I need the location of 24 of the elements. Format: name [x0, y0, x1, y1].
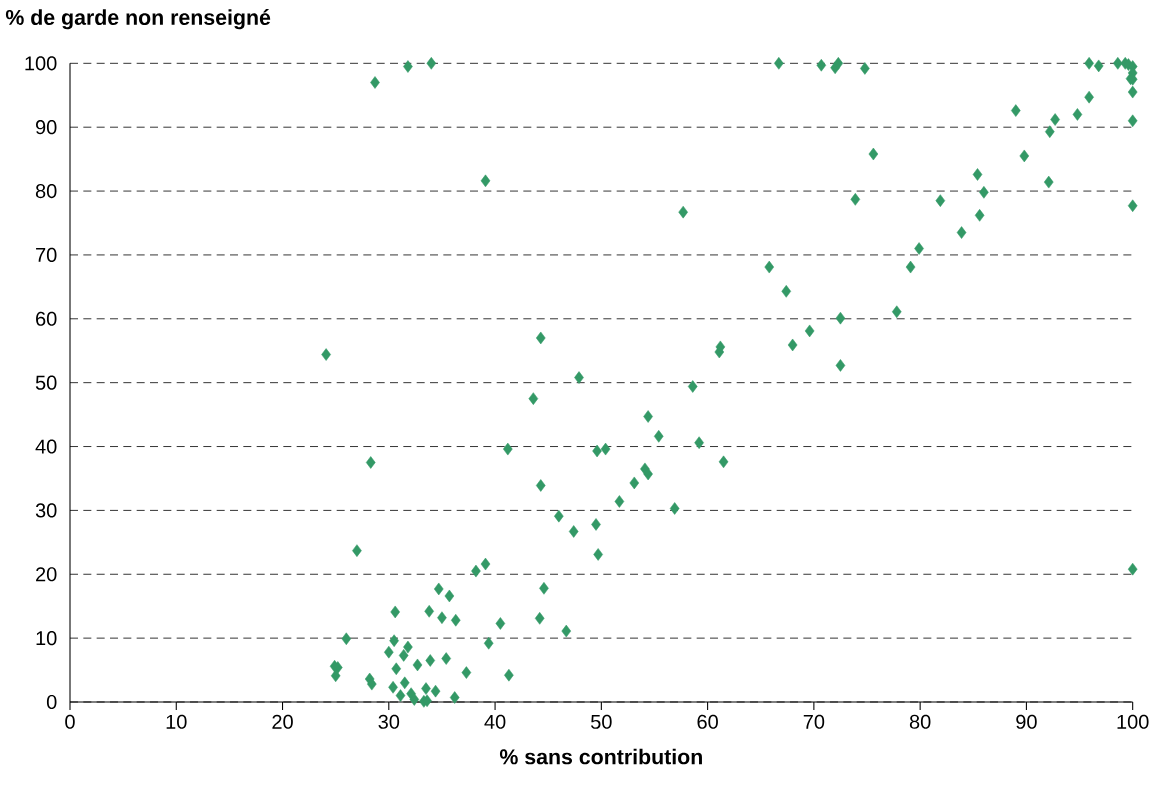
x-axis-title: % sans contribution — [499, 748, 702, 765]
y-tick-label: 30 — [35, 503, 57, 518]
y-axis-title: % de garde non renseigné — [5, 9, 271, 30]
y-tick-label: 0 — [46, 694, 57, 710]
x-tick-label: 0 — [65, 714, 75, 729]
x-tick-label: 20 — [272, 714, 293, 729]
x-tick-label: 40 — [484, 714, 506, 729]
x-tick-label: 30 — [378, 714, 400, 729]
y-tick-label: 90 — [35, 120, 57, 135]
x-tick-label: 100 — [1117, 714, 1149, 729]
y-tick-label: 10 — [36, 631, 57, 646]
y-tick-label: 100 — [25, 56, 57, 71]
x-tick-label: 80 — [909, 714, 931, 729]
x-tick-label: 90 — [1016, 714, 1037, 729]
x-tick-label: 70 — [803, 714, 825, 729]
y-tick-label: 70 — [36, 247, 57, 262]
x-tick-label: 50 — [591, 714, 612, 729]
y-tick-label: 40 — [35, 439, 57, 454]
y-tick-label: 80 — [35, 183, 57, 199]
y-tick-label: 60 — [36, 311, 57, 326]
y-tick-label: 20 — [36, 567, 57, 582]
x-tick-label: 10 — [166, 714, 187, 729]
y-tick-label: 50 — [35, 375, 57, 390]
x-tick-label: 60 — [697, 714, 718, 729]
